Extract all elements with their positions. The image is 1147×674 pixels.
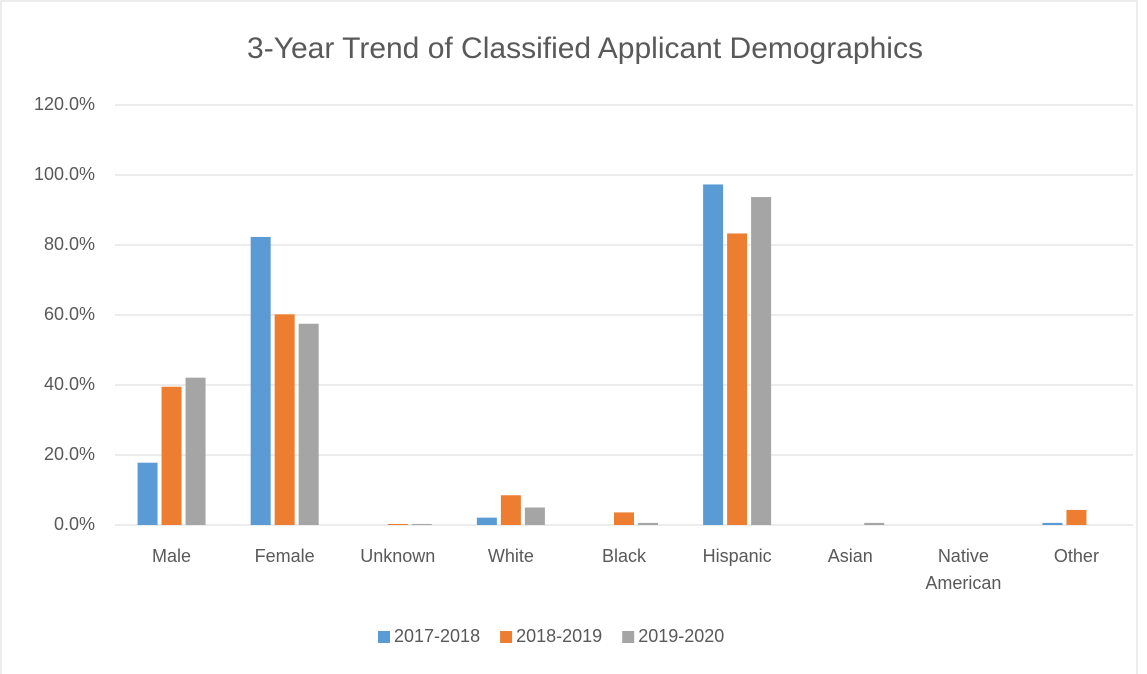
x-tick-label: Asian (827, 546, 873, 566)
x-tick-label: Female (254, 546, 315, 566)
bar (751, 197, 772, 526)
bar (703, 184, 724, 525)
y-tick-label: 60.0% (44, 304, 95, 324)
bar (185, 377, 206, 525)
legend-label: 2019-2020 (638, 626, 724, 646)
legend-swatch (622, 631, 635, 643)
x-tick-label: Male (152, 546, 192, 566)
x-tick-label: White (487, 546, 534, 566)
bar (411, 523, 432, 525)
bar (614, 512, 634, 525)
bar (250, 236, 271, 525)
y-tick-label: 20.0% (44, 444, 95, 464)
bar (137, 462, 158, 525)
bar (864, 522, 885, 525)
legend-swatch (500, 631, 513, 643)
x-tick-label: Native American (925, 546, 1002, 593)
bar (727, 233, 748, 525)
x-tick-label: Black (601, 546, 646, 566)
bar (298, 323, 319, 525)
x-tick-label: Unknown (360, 546, 436, 566)
bar (500, 495, 521, 525)
bar (274, 314, 295, 525)
bar (387, 523, 408, 525)
bar (476, 517, 497, 525)
y-tick-label: 100.0% (34, 164, 95, 184)
legend-label: 2017-2018 (394, 626, 480, 646)
x-tick-label: Other (1053, 546, 1099, 566)
bar (1042, 522, 1063, 525)
y-tick-label: 0.0% (54, 514, 95, 534)
y-tick-label: 120.0% (34, 94, 95, 114)
bar (638, 522, 658, 525)
y-tick-label: 80.0% (44, 234, 95, 254)
chart-title: 3-Year Trend of Classified Applicant Dem… (247, 32, 923, 65)
legend-swatch (378, 631, 390, 643)
legend-label: 2018-2019 (516, 626, 602, 646)
y-tick-label: 40.0% (44, 374, 95, 394)
bar (1066, 509, 1087, 525)
bar (161, 386, 182, 525)
x-tick-label: Hispanic (702, 546, 772, 566)
bar (524, 507, 545, 525)
